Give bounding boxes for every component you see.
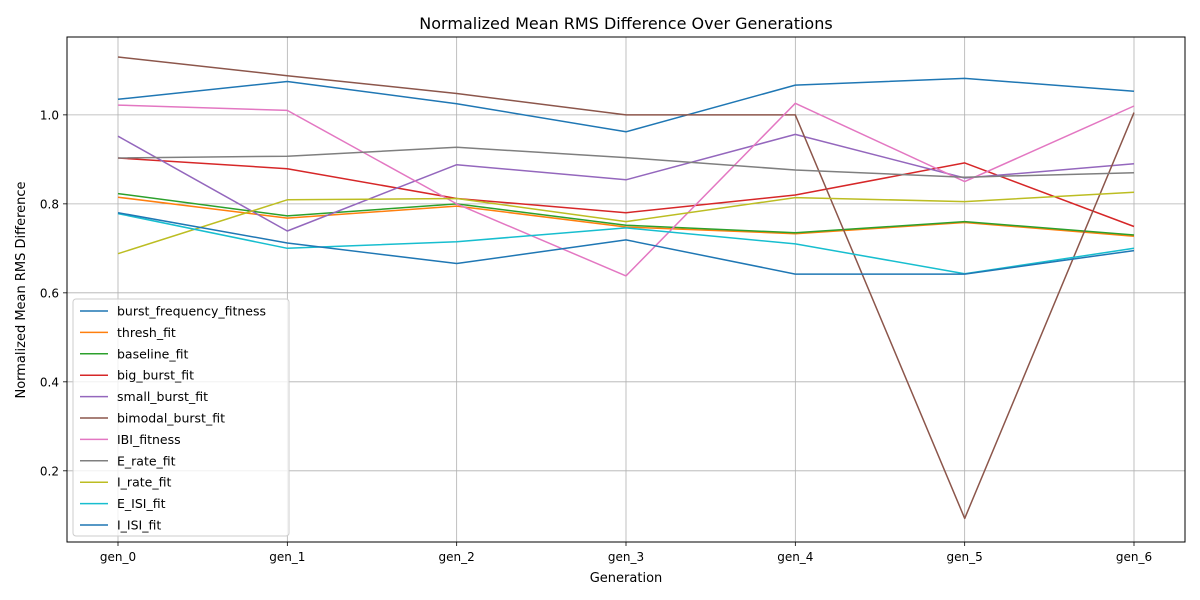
legend-label: baseline_fit <box>117 346 188 361</box>
legend-label: burst_frequency_fitness <box>117 304 266 319</box>
series-line-burst-frequency-fitness <box>117 77 1135 133</box>
legend-label: IBI_fitness <box>117 432 181 447</box>
series-line-i-rate-fit <box>117 191 1135 255</box>
legend-label: E_ISI_fit <box>117 496 166 511</box>
series-lines <box>117 56 1135 520</box>
y-tick-label: 1.0 <box>40 108 59 122</box>
y-tick-label: 0.4 <box>40 375 59 389</box>
series-line-thresh-fit <box>117 196 1135 238</box>
legend-label: bimodal_burst_fit <box>117 411 225 426</box>
y-axis-ticks: 0.2 0.4 0.6 0.8 1.0 <box>40 108 67 478</box>
x-axis-ticks: gen_0 gen_1 gen_2 gen_3 gen_4 gen_5 gen_6 <box>100 542 1152 564</box>
y-tick-label: 0.6 <box>40 286 59 300</box>
x-tick-label: gen_5 <box>947 550 983 564</box>
y-tick-label: 0.8 <box>40 197 59 211</box>
legend: burst_frequency_fitness thresh_fitbaselin… <box>72 298 290 537</box>
x-tick-label: gen_0 <box>100 550 136 564</box>
series-line-e-rate-fit <box>117 146 1135 178</box>
y-tick-label: 0.2 <box>40 464 59 478</box>
x-tick-label: gen_1 <box>269 550 305 564</box>
series-line-i-isi-fit <box>117 211 1135 275</box>
legend-label: big_burst_fit <box>117 368 194 383</box>
legend-box <box>72 298 290 537</box>
y-axis-label: Normalized Mean RMS Difference <box>14 181 29 398</box>
x-tick-label: gen_4 <box>777 550 813 564</box>
legend-label: I_ISI_fit <box>117 518 161 533</box>
series-line-baseline-fit <box>117 192 1135 236</box>
x-tick-label: gen_3 <box>608 550 644 564</box>
series-line-big-burst-fit <box>117 157 1135 228</box>
legend-label: E_rate_fit <box>117 453 176 468</box>
series-line-ibi-fitness <box>117 102 1135 277</box>
series-line-small-burst-fit <box>117 133 1135 232</box>
series-line-bimodal-burst-fit <box>117 56 1135 520</box>
x-tick-label: gen_2 <box>439 550 475 564</box>
legend-label: small_burst_fit <box>117 389 208 404</box>
legend-label: I_rate_fit <box>117 475 171 490</box>
legend-label: thresh_fit <box>117 325 176 340</box>
x-axis-label: Generation <box>590 571 663 586</box>
x-tick-label: gen_6 <box>1116 550 1152 564</box>
chart-title: Normalized Mean RMS Difference Over Gene… <box>419 14 832 33</box>
